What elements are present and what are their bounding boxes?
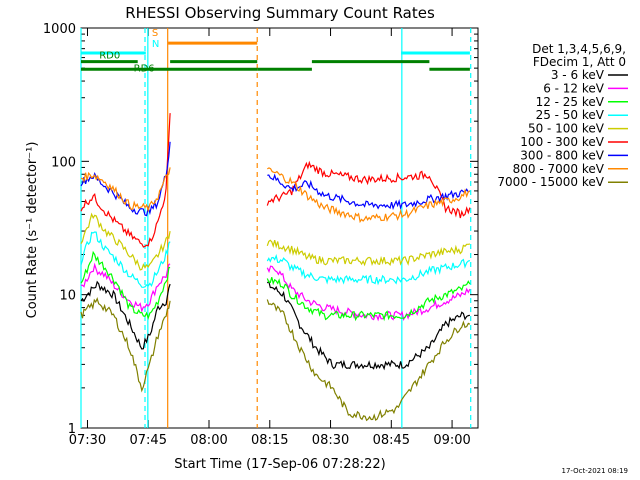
legend-entry-label: 12 - 25 keV bbox=[536, 95, 605, 109]
legend-header-line-2: FDecim 1, Att 0 bbox=[533, 55, 626, 69]
y-tick-label: 100 bbox=[51, 155, 76, 170]
series-line bbox=[80, 231, 471, 288]
x-tick-label: 07:30 bbox=[69, 433, 106, 448]
series-path bbox=[80, 113, 171, 248]
state-label-rd6: RD6 bbox=[134, 64, 155, 75]
footer-timestamp: 17-Oct-2021 08:19 bbox=[562, 467, 628, 475]
legend-entry-label: 3 - 6 keV bbox=[551, 68, 605, 82]
series-path bbox=[80, 167, 171, 213]
legend-entry-label: 100 - 300 keV bbox=[520, 135, 604, 149]
state-label-n: N bbox=[152, 39, 159, 50]
legend-entry-label: 7000 - 15000 keV bbox=[497, 175, 604, 189]
x-tick-label: 08:30 bbox=[312, 433, 349, 448]
y-axis-label: Count Rate (s⁻¹ detector⁻¹) bbox=[25, 142, 40, 319]
series-path bbox=[266, 280, 471, 371]
series-path bbox=[80, 262, 171, 313]
x-tick-label: 07:45 bbox=[130, 433, 167, 448]
series-path bbox=[267, 173, 471, 211]
x-tick-label: 09:00 bbox=[433, 433, 470, 448]
series-path bbox=[266, 239, 471, 267]
legend-entry-label: 800 - 7000 keV bbox=[513, 162, 605, 176]
series-path bbox=[266, 160, 471, 219]
legend-entry-label: 25 - 50 keV bbox=[536, 108, 605, 122]
series-path bbox=[80, 280, 171, 350]
plot-layer: 1 10 100 1000 07:30 07:45 08:00 08:15 08:30 08:45… bbox=[43, 22, 628, 448]
series-path bbox=[266, 299, 471, 422]
series-line bbox=[80, 113, 471, 248]
legend-entry-label: 50 - 100 keV bbox=[528, 122, 605, 136]
series-line bbox=[80, 280, 471, 371]
series-line bbox=[80, 141, 471, 217]
state-label-rd0: RD0 bbox=[99, 51, 120, 62]
series-line bbox=[80, 212, 471, 271]
series-path bbox=[80, 296, 171, 393]
series-path bbox=[266, 167, 471, 224]
series-line bbox=[80, 296, 471, 422]
series-path bbox=[266, 265, 471, 322]
x-tick-label: 08:45 bbox=[373, 433, 410, 448]
y-tick-label: 1000 bbox=[43, 22, 76, 37]
legend-entry-label: 300 - 800 keV bbox=[520, 148, 604, 162]
y-tick-label: 1 bbox=[68, 422, 76, 437]
series-line bbox=[80, 250, 471, 322]
series-path bbox=[80, 231, 171, 288]
series-path bbox=[266, 253, 471, 286]
series-path bbox=[80, 212, 171, 271]
x-axis-label: Start Time (17-Sep-06 07:28:22) bbox=[174, 457, 385, 472]
x-tick-label: 08:00 bbox=[190, 433, 227, 448]
plot-frame bbox=[80, 27, 479, 429]
series-line bbox=[80, 167, 471, 224]
series-path bbox=[80, 141, 171, 217]
series-path bbox=[266, 277, 471, 322]
x-tick-label: 08:15 bbox=[251, 433, 288, 448]
legend-entry-label: 6 - 12 keV bbox=[543, 81, 605, 95]
state-label-s: S bbox=[152, 28, 158, 39]
chart-title: RHESSI Observing Summary Count Rates bbox=[125, 4, 435, 22]
legend-header-line-1: Det 1,3,4,5,6,9, bbox=[532, 42, 626, 56]
series-path bbox=[80, 250, 171, 321]
y-tick-label: 10 bbox=[59, 289, 76, 304]
